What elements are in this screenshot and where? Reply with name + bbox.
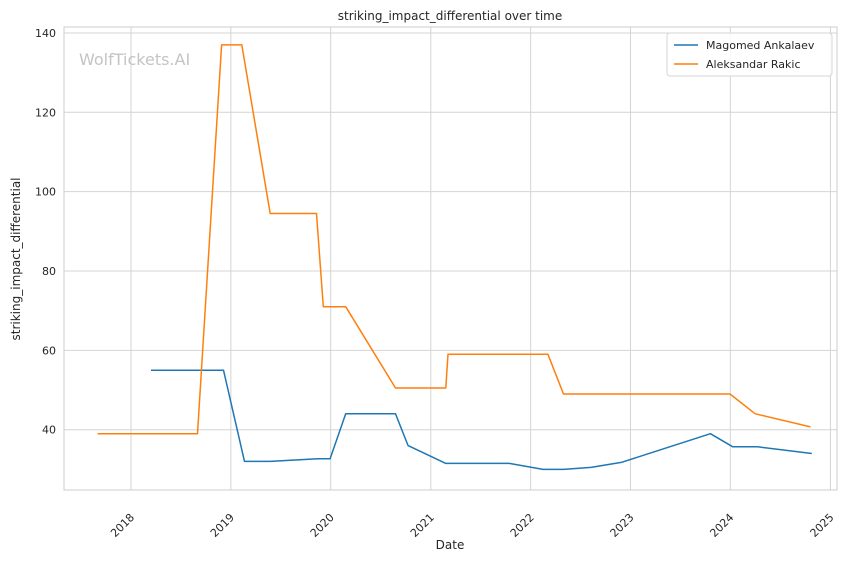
y-tick-label: 140 [35, 27, 56, 40]
y-tick-labels: 40 60 80 100 120 140 [35, 27, 56, 437]
x-axis-label: Date [436, 538, 465, 552]
series-line-aleksandar-rakic [97, 44, 811, 435]
grid [64, 27, 837, 490]
series-line-magomed-ankalaev [151, 369, 812, 471]
y-tick-label: 80 [42, 265, 56, 278]
y-axis-label: striking_impact_differential [9, 177, 23, 340]
y-tick-label: 100 [35, 186, 56, 199]
watermark-text: WolfTickets.AI [79, 50, 190, 69]
y-tick-label: 120 [35, 106, 56, 119]
y-tick-label: 40 [42, 424, 56, 437]
chart-title: striking_impact_differential over time [338, 9, 563, 23]
legend-label-aleksandar-rakic: Aleksandar Rakic [706, 58, 801, 71]
series-lines [97, 44, 812, 471]
legend-box [666, 32, 833, 77]
legend-label-magomed-ankalaev: Magomed Ankalaev [706, 39, 815, 52]
plot-frame [63, 26, 838, 491]
legend: Magomed Ankalaev Aleksandar Rakic [666, 32, 833, 77]
y-tick-label: 60 [42, 344, 56, 357]
